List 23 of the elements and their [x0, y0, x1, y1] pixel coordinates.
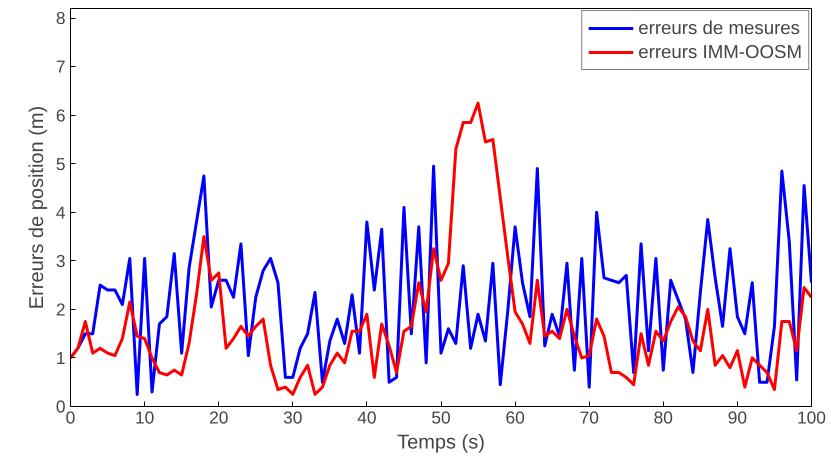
x-tick-label: 70: [580, 408, 599, 428]
x-tick-label: 60: [505, 408, 525, 428]
y-tick-label: 1: [56, 348, 66, 368]
y-tick-label: 7: [56, 56, 66, 77]
x-tick-label: 90: [728, 408, 748, 428]
y-tick-label: 3: [56, 250, 66, 271]
y-tick-label: 5: [56, 154, 66, 174]
line-series: [70, 102, 812, 396]
x-tick-label: 80: [654, 408, 673, 428]
x-axis-title: Temps (s): [397, 432, 485, 454]
y-tick-label: 8: [56, 8, 66, 28]
x-tick-label: 30: [283, 408, 302, 428]
x-tick-label: 100: [797, 408, 826, 428]
legend-label: erreurs de mesures: [638, 17, 800, 39]
y-tick-label: 4: [56, 202, 66, 222]
legend-label: erreurs IMM-OOSM: [638, 41, 802, 63]
x-tick-label: 40: [357, 408, 377, 428]
x-tick-label: 10: [134, 408, 154, 428]
y-axis-title: Erreurs de position (m): [26, 106, 48, 310]
y-tick-label: 6: [56, 105, 66, 126]
x-tick-label: 20: [209, 408, 228, 428]
y-tick-label: 2: [56, 299, 66, 320]
x-tick-label: 50: [431, 408, 451, 428]
